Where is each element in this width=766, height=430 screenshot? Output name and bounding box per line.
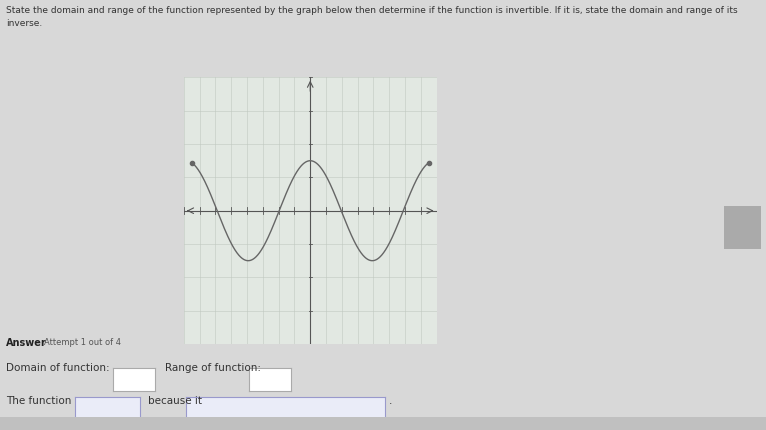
Text: because it: because it	[148, 396, 201, 405]
Text: Domain of function:: Domain of function:	[6, 363, 110, 373]
Text: Answer: Answer	[6, 338, 47, 347]
Text: Attempt 1 out of 4: Attempt 1 out of 4	[44, 338, 122, 347]
Text: inverse.: inverse.	[6, 19, 42, 28]
Text: Range of function:: Range of function:	[165, 363, 260, 373]
Text: The function: The function	[6, 396, 71, 405]
Text: State the domain and range of the function represented by the graph below then d: State the domain and range of the functi…	[6, 6, 738, 15]
Text: .: .	[389, 396, 392, 405]
